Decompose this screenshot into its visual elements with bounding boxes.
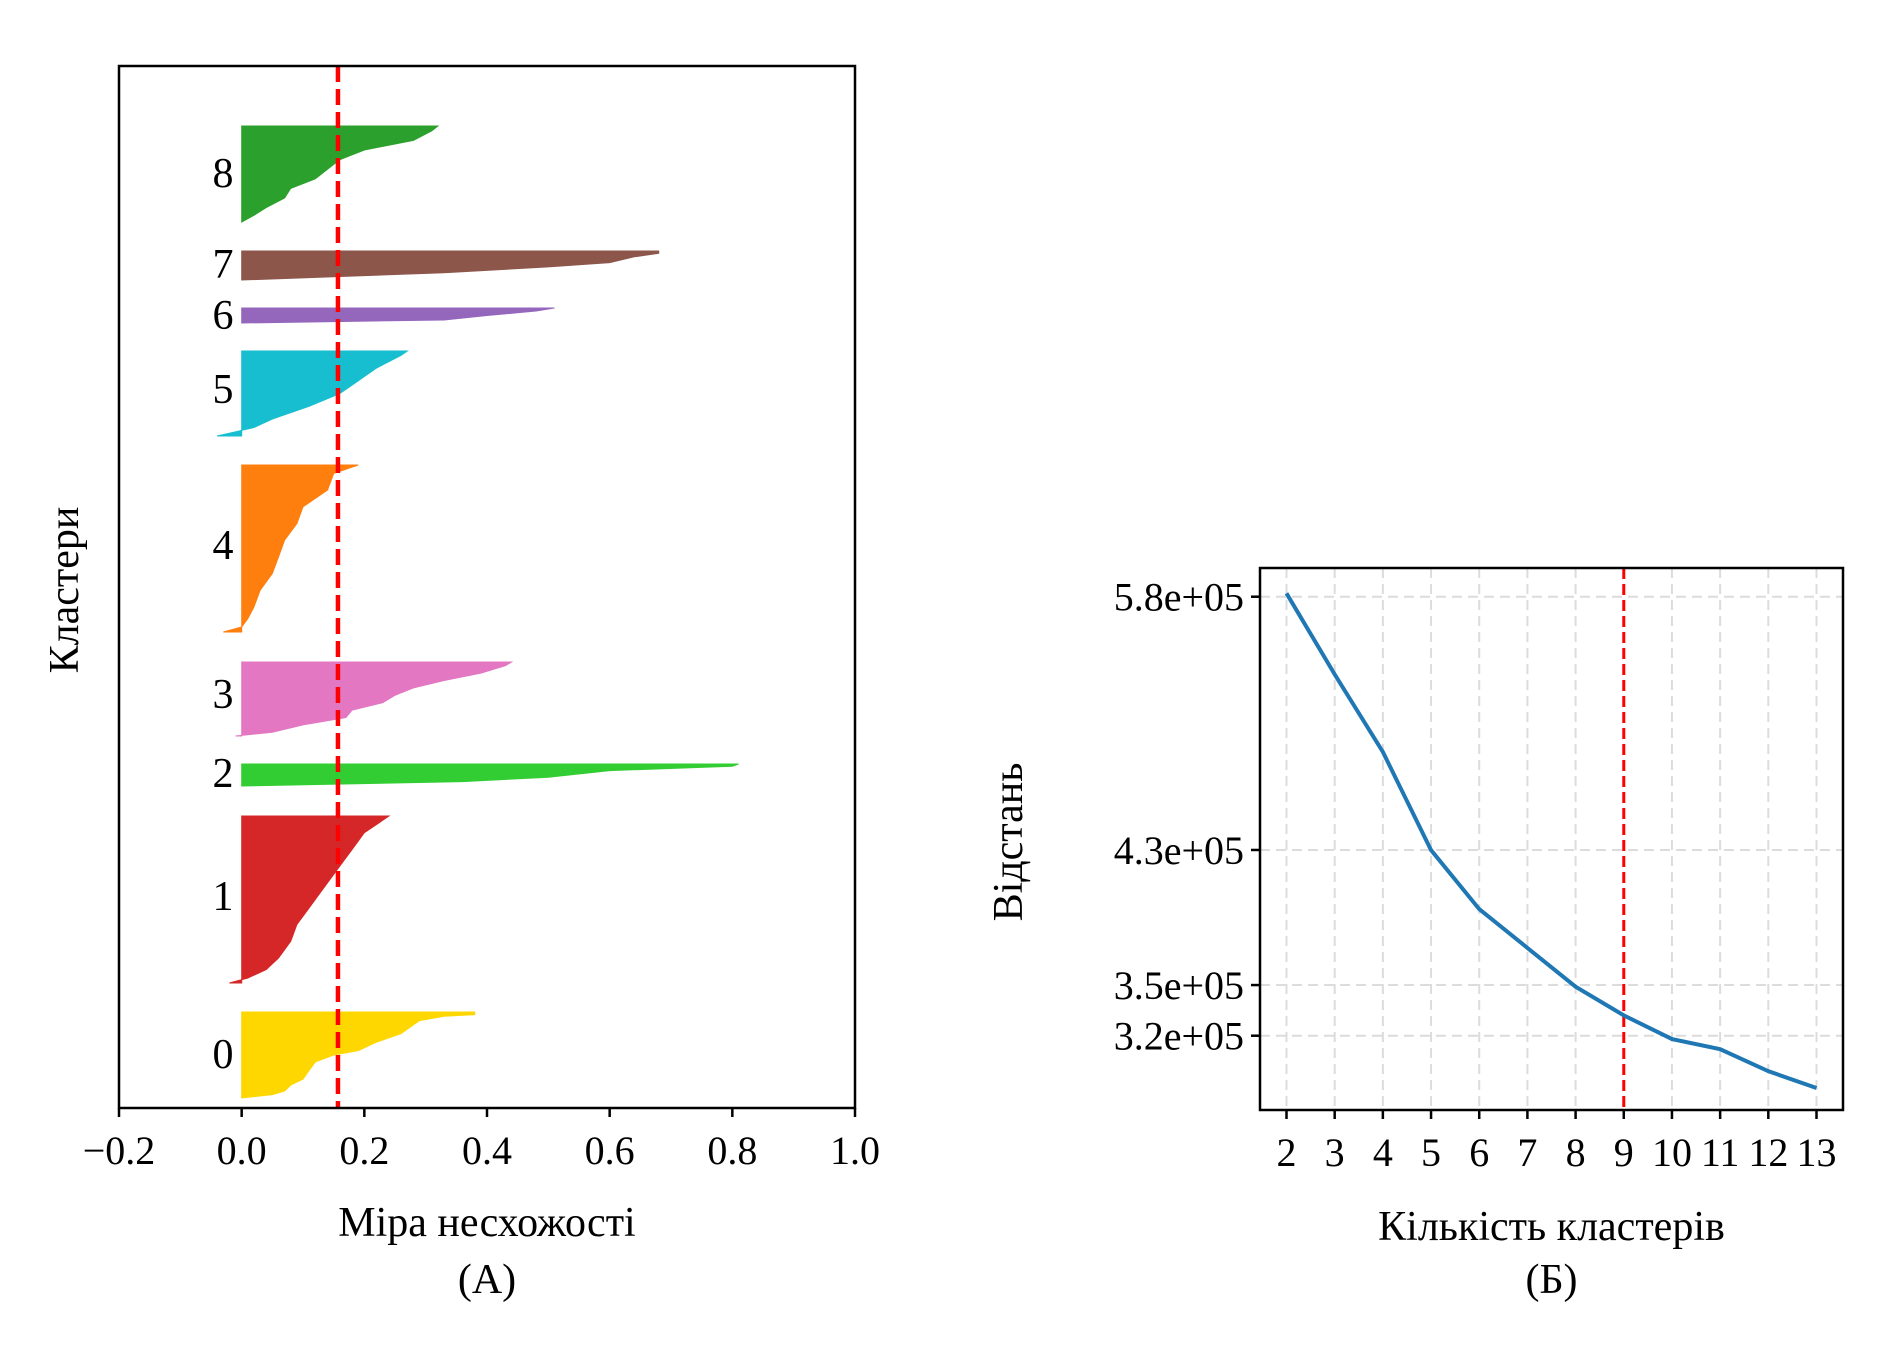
cluster-label-4: 4 bbox=[213, 523, 234, 569]
elbow-grid bbox=[1260, 568, 1843, 1110]
cluster-0-silhouette bbox=[241, 1011, 476, 1099]
elbow-x-tick-label: 11 bbox=[1701, 1130, 1740, 1175]
silhouette-x-tick-label: 0.0 bbox=[217, 1128, 267, 1173]
cluster-labels: 0 1 2 3 4 5 6 7 8 bbox=[213, 151, 234, 1078]
elbow-y-tick-label: 3.2e+05 bbox=[1114, 1014, 1244, 1059]
elbow-y-tick-label: 5.8e+05 bbox=[1114, 575, 1244, 620]
elbow-x-tick-label: 6 bbox=[1469, 1130, 1489, 1175]
silhouette-x-tick-label: 0.2 bbox=[339, 1128, 389, 1173]
silhouette-panel: −0.2 0.0 0.2 0.4 0.6 0.8 1.0 0 1 2 3 4 5 6 7 8 Міра не… bbox=[42, 64, 880, 1303]
cluster-3-silhouette bbox=[235, 661, 514, 737]
elbow-x-tick-label: 4 bbox=[1373, 1130, 1393, 1175]
silhouette-x-tick-label: −0.2 bbox=[83, 1128, 156, 1173]
silhouette-x-tick-label: 1.0 bbox=[830, 1128, 880, 1173]
cluster-5-silhouette bbox=[216, 350, 409, 437]
elbow-plot-frame bbox=[1258, 566, 1845, 1112]
cluster-label-1: 1 bbox=[213, 874, 234, 920]
elbow-y-ticks: 5.8e+05 4.3e+05 3.5e+05 3.2e+05 bbox=[1114, 575, 1260, 1059]
silhouette-plot-frame bbox=[117, 64, 857, 1110]
silhouette-panel-caption: (А) bbox=[458, 1257, 516, 1303]
elbow-x-tick-label: 13 bbox=[1797, 1130, 1837, 1175]
cluster-4-silhouette bbox=[223, 464, 359, 633]
cluster-label-6: 6 bbox=[213, 293, 234, 339]
cluster-2-silhouette bbox=[241, 763, 739, 787]
silhouette-x-axis-label: Міра несхожості bbox=[338, 1200, 635, 1246]
elbow-x-tick-label: 5 bbox=[1421, 1130, 1441, 1175]
elbow-x-axis-label: Кількість кластерів bbox=[1378, 1204, 1725, 1250]
silhouette-x-ticks: −0.2 0.0 0.2 0.4 0.6 0.8 1.0 bbox=[83, 1108, 880, 1173]
cluster-8-silhouette bbox=[241, 125, 440, 223]
elbow-x-tick-label: 12 bbox=[1748, 1130, 1788, 1175]
elbow-y-tick-label: 4.3e+05 bbox=[1114, 828, 1244, 873]
silhouette-y-axis-label: Кластери bbox=[42, 507, 88, 674]
elbow-y-axis-label: Відстань bbox=[986, 763, 1032, 922]
elbow-x-tick-label: 2 bbox=[1277, 1130, 1297, 1175]
cluster-label-3: 3 bbox=[213, 672, 234, 718]
cluster-1-silhouette bbox=[229, 815, 391, 984]
elbow-panel: 2 3 4 5 6 7 8 9 10 11 12 13 5.8e+05 4.3e+05 3.5e+05 3.… bbox=[986, 566, 1845, 1303]
elbow-x-tick-label: 9 bbox=[1614, 1130, 1634, 1175]
cluster-7-silhouette bbox=[241, 250, 660, 281]
elbow-x-tick-label: 7 bbox=[1517, 1130, 1537, 1175]
cluster-label-7: 7 bbox=[213, 242, 234, 288]
silhouette-x-tick-label: 0.6 bbox=[585, 1128, 635, 1173]
elbow-y-tick-label: 3.5e+05 bbox=[1114, 963, 1244, 1008]
cluster-label-5: 5 bbox=[213, 367, 234, 413]
elbow-x-tick-label: 3 bbox=[1325, 1130, 1345, 1175]
cluster-6-silhouette bbox=[241, 307, 555, 324]
elbow-x-tick-label: 10 bbox=[1652, 1130, 1692, 1175]
cluster-label-8: 8 bbox=[213, 151, 234, 197]
silhouette-x-tick-label: 0.4 bbox=[462, 1128, 512, 1173]
elbow-x-tick-label: 8 bbox=[1566, 1130, 1586, 1175]
elbow-x-ticks: 2 3 4 5 6 7 8 9 10 11 12 13 bbox=[1277, 1110, 1837, 1175]
elbow-panel-caption: (Б) bbox=[1525, 1257, 1577, 1303]
cluster-label-2: 2 bbox=[213, 751, 234, 797]
silhouette-x-tick-label: 0.8 bbox=[707, 1128, 757, 1173]
silhouette-clusters bbox=[216, 125, 739, 1099]
distance-series-line bbox=[1284, 592, 1818, 1090]
cluster-label-0: 0 bbox=[213, 1032, 234, 1078]
